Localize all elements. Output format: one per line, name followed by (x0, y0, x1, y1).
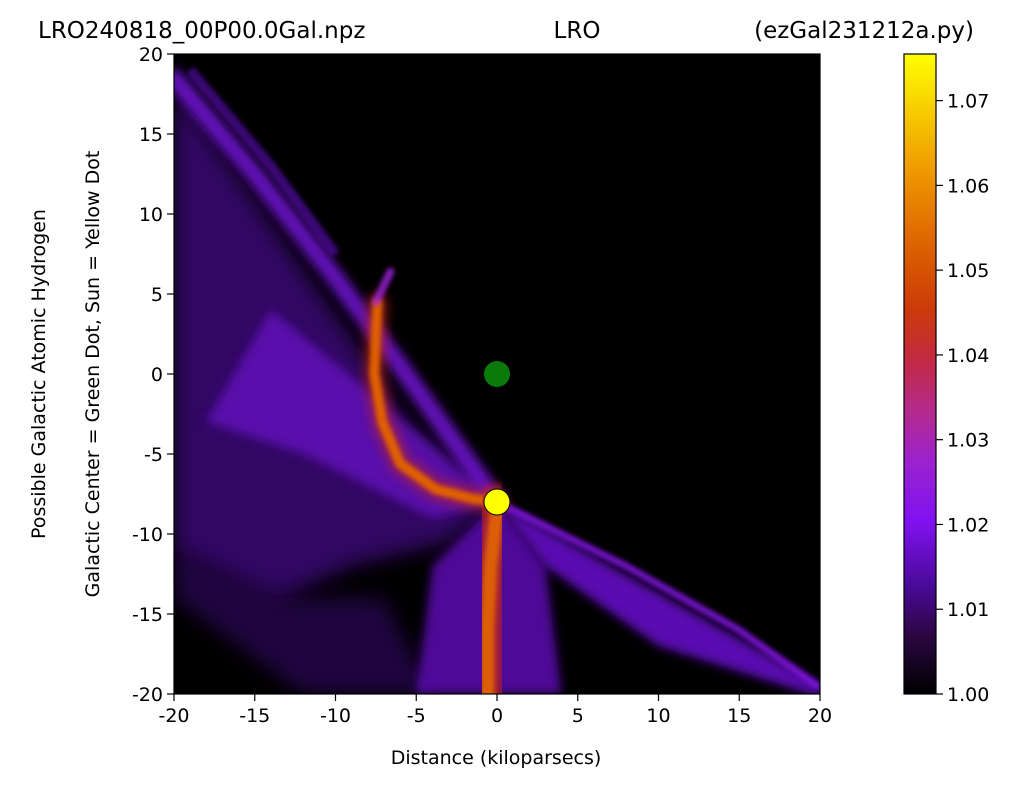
inner-emission-wedge (206, 310, 498, 518)
y-tick-label: 20 (139, 44, 163, 66)
title-right: (ezGal231212a.py) (754, 18, 974, 44)
x-tick-label: 0 (491, 705, 503, 727)
markers-layer (483, 361, 511, 516)
upper-left-band (174, 69, 506, 511)
colorbar-gradient (904, 54, 936, 694)
right-band (497, 502, 820, 694)
colorbar-tick-label: 1.00 (947, 684, 989, 706)
y-tick-label: 0 (151, 364, 163, 386)
colorbar-tick-label: 1.01 (947, 599, 989, 621)
x-tick-label: 10 (646, 705, 670, 727)
y-tick-label: -15 (132, 604, 163, 626)
x-axis: -20 -15 -10 -5 0 5 10 15 20 (158, 694, 832, 727)
x-tick-label: 5 (572, 705, 584, 727)
y-tick-label: 15 (139, 124, 163, 146)
colorbar-frame (903, 53, 937, 695)
colorbar-tick-label: 1.06 (947, 175, 989, 197)
y-tick-label: -20 (132, 684, 163, 706)
colorbar-tick-label: 1.03 (947, 430, 989, 452)
x-tick-label: -10 (320, 705, 351, 727)
hydrogen-emission-layer (174, 66, 820, 694)
colorbar-tick-label: 1.04 (947, 345, 989, 367)
colorbar: 1.00 1.01 1.02 1.03 1.04 1.05 1.06 1.07 (903, 53, 989, 706)
plot-area (173, 53, 821, 695)
spiral-arm-core (369, 298, 502, 507)
upper-left-band-tip (186, 66, 340, 257)
y-axis: -20 -15 -10 -5 0 5 10 15 20 (132, 44, 174, 706)
y-tick-label: -10 (132, 524, 163, 546)
y-tick-label: 5 (151, 284, 163, 306)
lower-arm-core (480, 503, 504, 694)
y-axis-label-line2: Galactic Center = Green Dot, Sun = Yello… (82, 151, 104, 598)
x-axis-label: Distance (kiloparsecs) (391, 747, 602, 769)
colorbar-tick-label: 1.05 (947, 260, 989, 282)
x-tick-label: -20 (158, 705, 189, 727)
y-tick-label: -5 (144, 444, 163, 466)
spiral-arm-tip (371, 267, 395, 306)
sun-marker (483, 488, 511, 516)
colorbar-tick-label: 1.02 (947, 514, 989, 536)
colorbar-ticks: 1.00 1.01 1.02 1.03 1.04 1.05 1.06 1.07 (936, 91, 989, 706)
colorbar-tick-label: 1.07 (947, 91, 989, 113)
right-band-core (495, 498, 820, 691)
x-tick-label: -15 (239, 705, 270, 727)
galactic-center-marker (484, 361, 510, 387)
x-tick-label: -5 (407, 705, 426, 727)
title-center: LRO (554, 18, 601, 44)
lower-left-diffuse (174, 550, 433, 694)
title-left: LRO240818_00P00.0Gal.npz (38, 18, 365, 44)
x-tick-label: 20 (808, 705, 832, 727)
x-tick-label: 15 (727, 705, 751, 727)
y-tick-label: 10 (139, 204, 163, 226)
y-axis-label-line1: Possible Galactic Atomic Hydrogen (28, 209, 50, 539)
